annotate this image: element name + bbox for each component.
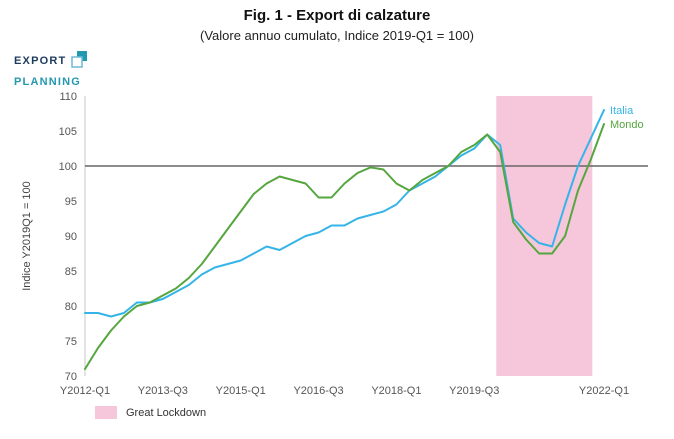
y-tick-label: 110: [59, 91, 77, 103]
x-tick-label: Y2016-Q3: [293, 385, 343, 397]
x-tick-label: Y2015-Q1: [216, 385, 266, 397]
legend: Great Lockdown: [95, 406, 206, 419]
x-tick-label: Y2022-Q1: [579, 385, 629, 397]
x-tick-label: Y2013-Q3: [138, 385, 188, 397]
logo-text-export: EXPORT: [14, 55, 67, 67]
legend-label-great-lockdown: Great Lockdown: [126, 406, 207, 419]
chart-subtitle: (Valore annuo cumulato, Indice 2019-Q1 =…: [199, 28, 474, 43]
logo-text-planning: PLANNING: [14, 75, 82, 88]
series-italia: Italia: [84, 105, 634, 318]
y-axis: 70 75 80 85 90 95 100 105 110 Indice Y2019Q1 = 10…: [21, 91, 86, 383]
y-tick-label: 75: [65, 336, 77, 348]
series-mondo: Mondo: [84, 119, 644, 370]
chart-title: Fig. 1 - Export di calzature: [243, 7, 431, 24]
exportplanning-logo: EXPORT PLANNING: [14, 50, 89, 88]
y-tick-label: 80: [65, 301, 77, 313]
y-tick-label: 85: [65, 266, 77, 278]
y-tick-label: 70: [65, 371, 77, 383]
x-tick-label: Y2018-Q1: [371, 385, 421, 397]
y-tick-label: 100: [59, 161, 77, 173]
y-tick-label: 95: [65, 196, 77, 208]
series-label-italia: Italia: [610, 105, 634, 117]
x-axis: Y2012-Q1 Y2013-Q3 Y2015-Q1 Y2016-Q3 Y2018-Q1…: [60, 385, 629, 397]
lockdown-band: [496, 96, 593, 376]
series-label-mondo: Mondo: [610, 119, 644, 131]
y-tick-label: 105: [59, 126, 77, 138]
x-tick-label: Y2012-Q1: [60, 385, 110, 397]
legend-swatch-great-lockdown: [95, 406, 117, 419]
chart: 70 75 80 85 90 95 100 105 110 Indice Y2019Q1 = 10…: [21, 91, 648, 397]
logo-squares-icon: [69, 50, 89, 75]
y-axis-title: Indice Y2019Q1 = 100: [21, 181, 33, 291]
x-tick-label: Y2019-Q3: [449, 385, 499, 397]
y-tick-label: 90: [65, 231, 77, 243]
